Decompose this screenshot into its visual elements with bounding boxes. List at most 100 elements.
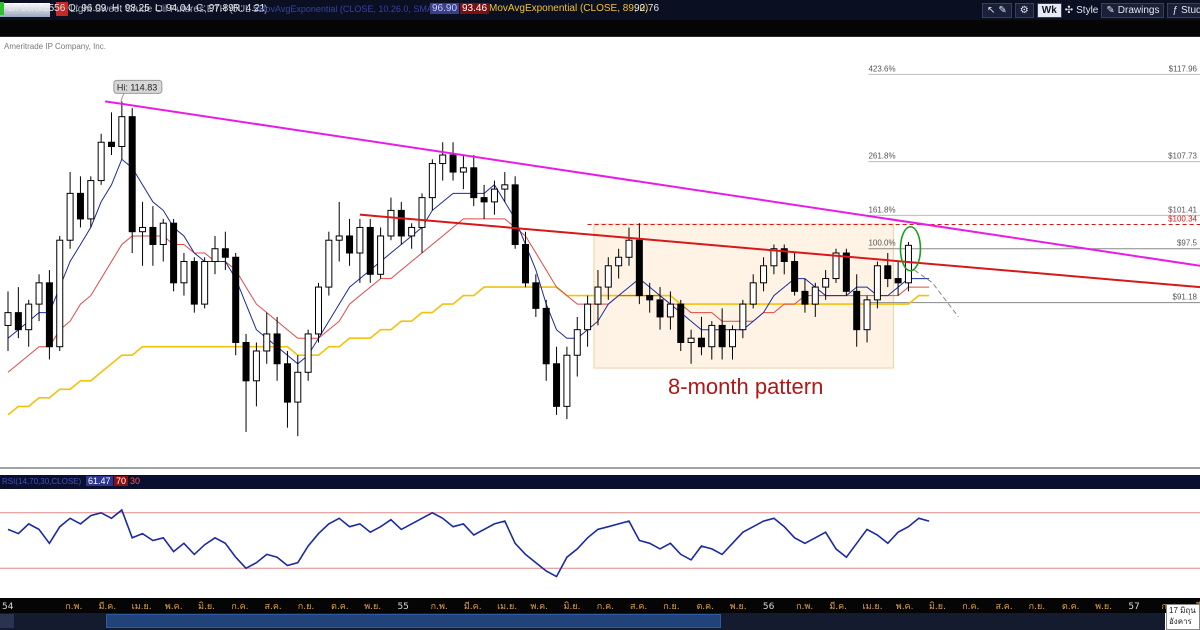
candle-body bbox=[573, 329, 581, 356]
bar-date: D: 10/6/2556 bbox=[8, 3, 66, 14]
drawings-button[interactable]: ✎ Drawings bbox=[1101, 2, 1165, 18]
studies-button[interactable]: ƒ Studies bbox=[1167, 2, 1200, 18]
fib-price-label: $107.73 bbox=[1168, 152, 1197, 161]
date-axis bbox=[0, 598, 1200, 613]
candle-body bbox=[76, 192, 84, 220]
date-tick-label: มี.ค. bbox=[464, 601, 482, 612]
candle-body bbox=[128, 116, 136, 233]
indicator-header bbox=[0, 475, 1200, 489]
candle-body bbox=[428, 163, 436, 199]
scroll-thumb[interactable] bbox=[106, 614, 721, 628]
date-tick-label: ก.ย. bbox=[298, 602, 314, 612]
date-tick-label: มิ.ย. bbox=[564, 601, 581, 612]
candle-body bbox=[439, 154, 447, 165]
fib-level-label: 423.6% bbox=[868, 64, 895, 73]
pencil-icon: ✎ bbox=[1106, 4, 1115, 16]
cursor-icon: ↖ bbox=[987, 4, 996, 16]
candle-body bbox=[273, 333, 281, 365]
date-tick-label: ก.ค. bbox=[231, 602, 248, 612]
candle-body bbox=[325, 239, 333, 288]
candle-body bbox=[232, 256, 240, 343]
trendline-magenta bbox=[105, 100, 1200, 267]
settings-button[interactable]: ⚙ bbox=[1014, 2, 1034, 18]
fib-level-label: 261.8% bbox=[868, 152, 895, 161]
candle-body bbox=[501, 184, 509, 190]
candle-body bbox=[770, 248, 778, 267]
candle-body bbox=[346, 235, 354, 254]
candle-body bbox=[449, 154, 457, 173]
date-tick-label: มิ.ย. bbox=[198, 601, 215, 612]
rsi-label[interactable]: RSI(14,70,30,CLOSE) bbox=[2, 477, 82, 486]
top-toolbar bbox=[0, 0, 1200, 20]
candle-body bbox=[56, 239, 64, 348]
candle-body bbox=[377, 235, 385, 275]
fib-level-label: 100.0% bbox=[868, 239, 895, 248]
date-tick-label: พ.ย. bbox=[1095, 602, 1112, 612]
symbol-color-icon bbox=[56, 2, 68, 16]
candle-body bbox=[615, 256, 623, 267]
candle-body bbox=[356, 226, 364, 254]
candle-body bbox=[45, 282, 53, 348]
candle-body bbox=[791, 261, 799, 292]
candle-body bbox=[397, 209, 405, 237]
aggregation-button[interactable]: Wk bbox=[1036, 2, 1062, 18]
scroll-left-arrow[interactable] bbox=[0, 614, 14, 628]
fib-price-label: $101.41 bbox=[1168, 205, 1197, 214]
date-tick-label: เม.ย. bbox=[863, 602, 883, 612]
date-tick-label: พ.ค. bbox=[530, 602, 548, 612]
candle-body bbox=[335, 235, 343, 241]
candle-body bbox=[553, 363, 561, 407]
date-tick-label: พ.ค. bbox=[165, 602, 183, 612]
bar-low: L: 94.04 bbox=[155, 3, 192, 14]
date-tick-label: ก.พ. bbox=[65, 602, 82, 612]
settings-icon: ⚙ bbox=[1019, 4, 1029, 16]
candle-body bbox=[635, 239, 643, 297]
candle-body bbox=[822, 278, 830, 288]
fib-price-label: $91.18 bbox=[1173, 293, 1198, 302]
candle-body bbox=[242, 341, 250, 382]
candle-body bbox=[863, 299, 871, 331]
candle-body bbox=[563, 354, 571, 407]
candle-body bbox=[904, 244, 912, 284]
high-callout-pointer bbox=[120, 93, 125, 102]
candle-body bbox=[873, 265, 881, 301]
fib-price-label: $100.34 bbox=[1168, 215, 1197, 224]
candle-body bbox=[470, 167, 478, 199]
candle-body bbox=[666, 303, 674, 318]
date-tick-label: ก.พ. bbox=[431, 602, 448, 612]
candle-body bbox=[252, 350, 260, 382]
candle-body bbox=[263, 333, 271, 352]
date-tick-label: ต.ค. bbox=[696, 602, 714, 612]
candle-body bbox=[801, 290, 809, 305]
sma-study-label[interactable]: MovAvgExponential (CLOSE, 10.26.0, SMA) bbox=[258, 4, 436, 14]
bar-close: C: 97.89 bbox=[196, 3, 234, 14]
ema-study-label[interactable]: MovAvgExponential (CLOSE, 89, 0) bbox=[489, 3, 649, 14]
candle-body bbox=[760, 265, 768, 284]
candle-body bbox=[139, 226, 147, 233]
candle-body bbox=[366, 226, 374, 275]
candle-body bbox=[718, 324, 726, 348]
date-tick-label: พ.ย. bbox=[730, 602, 747, 612]
drawings-label: Drawings bbox=[1117, 4, 1160, 16]
tools-button[interactable]: ↖ ✎ bbox=[982, 2, 1012, 18]
cursor-date-box: 17 มิถุน อังคาร bbox=[1166, 604, 1200, 630]
ema-study-value: 92.76 bbox=[634, 3, 660, 14]
candle-body bbox=[118, 116, 126, 147]
candle-body bbox=[304, 333, 312, 373]
symbol-tab[interactable] bbox=[0, 3, 50, 17]
projection-line bbox=[914, 269, 959, 318]
candle-body bbox=[832, 252, 840, 280]
candle-body bbox=[780, 248, 788, 263]
date-tick-label: เม.ย. bbox=[132, 602, 152, 612]
candle-body bbox=[418, 197, 426, 228]
candle-body bbox=[408, 226, 416, 237]
candle-body bbox=[35, 282, 43, 305]
candle-body bbox=[677, 303, 685, 343]
style-button[interactable]: ✣ Style bbox=[1065, 5, 1099, 16]
candle-body bbox=[180, 261, 188, 284]
rsi-lower: 30 bbox=[130, 476, 141, 486]
candle-body bbox=[625, 239, 633, 258]
date-tick-label: ก.ค. bbox=[597, 602, 614, 612]
date-tick-label: 56 bbox=[763, 602, 775, 612]
